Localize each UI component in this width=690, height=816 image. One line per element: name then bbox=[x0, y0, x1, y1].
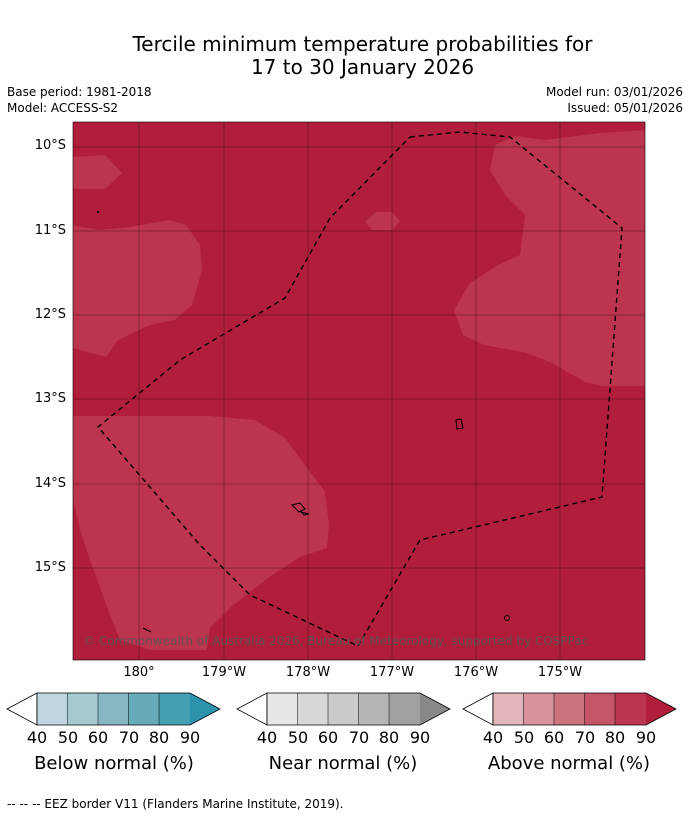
island-1 bbox=[455, 418, 464, 430]
island-6 bbox=[96, 210, 100, 214]
copyright-text: © Commonwealth of Australia 2026, Bureau… bbox=[83, 634, 588, 648]
map-70-80-regions bbox=[73, 130, 645, 650]
cbar-below-seg-50 bbox=[67, 693, 98, 725]
cbar-near-under-arrow bbox=[236, 692, 268, 726]
cbar-near-seg-50 bbox=[297, 693, 328, 725]
cbar-above-seg-40 bbox=[493, 693, 524, 725]
cbar-below-tick-40: 40 bbox=[26, 728, 48, 747]
model-run: Model run: 03/01/2026 bbox=[545, 85, 683, 99]
cbar-below-tick-60: 60 bbox=[87, 728, 109, 747]
lat-label-15s: 15°S bbox=[34, 560, 66, 575]
cbar-above-tick-80: 80 bbox=[604, 728, 626, 747]
cbar-below-over-arrow bbox=[190, 693, 220, 725]
cbar-below-seg-70 bbox=[128, 693, 159, 725]
eez-footnote: -- -- -- EEZ border V11 (Flanders Marine… bbox=[7, 797, 344, 811]
island-2 bbox=[291, 502, 306, 513]
cbar-below-seg-80 bbox=[159, 693, 190, 725]
region-north-islet bbox=[365, 212, 400, 230]
lon-label-178w: 178°W bbox=[285, 665, 331, 680]
cbar-near-tick-90: 90 bbox=[409, 728, 431, 747]
region-west-top bbox=[73, 155, 122, 189]
cbar-below-seg-40 bbox=[37, 693, 68, 725]
cbar-near-tick-70: 70 bbox=[348, 728, 370, 747]
cbar-near-tick-40: 40 bbox=[256, 728, 278, 747]
cbar-above-tick-60: 60 bbox=[543, 728, 565, 747]
lat-label-10s: 10°S bbox=[34, 138, 66, 153]
lat-label-14s: 14°S bbox=[34, 476, 66, 491]
chart-title-line-2: 17 to 30 January 2026 bbox=[250, 55, 475, 79]
probability-map: © Commonwealth of Australia 2026, Bureau… bbox=[72, 121, 646, 661]
cbar-near-seg-70 bbox=[358, 693, 389, 725]
cbar-near-seg-80 bbox=[389, 693, 420, 725]
cbar-near-over-arrow bbox=[420, 693, 450, 725]
colorbar-below-normal bbox=[6, 692, 221, 726]
cbar-below-tick-80: 80 bbox=[148, 728, 170, 747]
cbar-above-tick-50: 50 bbox=[513, 728, 535, 747]
cbar-near-label: Near normal (%) bbox=[268, 753, 418, 774]
cbar-above-seg-70 bbox=[584, 693, 615, 725]
cbar-below-tick-50: 50 bbox=[57, 728, 79, 747]
eez-border bbox=[96, 131, 623, 647]
cbar-above-under-arrow bbox=[462, 692, 494, 726]
lon-label-176w: 176°W bbox=[453, 665, 499, 680]
region-west-mid bbox=[73, 220, 202, 357]
cbar-near-tick-50: 50 bbox=[287, 728, 309, 747]
cbar-near-tick-80: 80 bbox=[378, 728, 400, 747]
map-frame bbox=[72, 121, 646, 661]
cbar-below-outline bbox=[36, 692, 221, 726]
cbar-near-tick-60: 60 bbox=[317, 728, 339, 747]
cbar-near-outline bbox=[266, 692, 451, 726]
lon-label-180: 180° bbox=[123, 665, 155, 680]
cbar-above-seg-60 bbox=[554, 693, 585, 725]
lon-label-177w: 177°W bbox=[369, 665, 415, 680]
cbar-above-tick-70: 70 bbox=[574, 728, 596, 747]
lat-label-12s: 12°S bbox=[34, 307, 66, 322]
cbar-above-label: Above normal (%) bbox=[487, 753, 651, 774]
colorbar-above-normal bbox=[462, 692, 677, 726]
region-southwest bbox=[73, 416, 329, 650]
cbar-below-under-arrow bbox=[6, 692, 38, 726]
graticule bbox=[73, 122, 645, 660]
region-east bbox=[454, 130, 645, 386]
islands bbox=[96, 210, 510, 633]
island-5 bbox=[142, 627, 152, 633]
cbar-near-seg-60 bbox=[328, 693, 359, 725]
island-4 bbox=[504, 615, 510, 621]
cbar-above-tick-40: 40 bbox=[482, 728, 504, 747]
cbar-above-outline bbox=[492, 692, 677, 726]
cbar-below-tick-90: 90 bbox=[179, 728, 201, 747]
lon-label-175w: 175°W bbox=[537, 665, 583, 680]
cbar-above-seg-50 bbox=[523, 693, 554, 725]
colorbar-near-normal bbox=[236, 692, 451, 726]
island-3 bbox=[299, 511, 310, 516]
cbar-near-seg-40 bbox=[267, 693, 298, 725]
chart-title-line-1: Tercile minimum temperature probabilitie… bbox=[132, 32, 593, 56]
cbar-above-over-arrow bbox=[646, 693, 676, 725]
cbar-above-tick-90: 90 bbox=[635, 728, 657, 747]
cbar-below-tick-70: 70 bbox=[118, 728, 140, 747]
lon-label-179w: 179°W bbox=[201, 665, 247, 680]
cbar-above-seg-80 bbox=[615, 693, 646, 725]
model-name: Model: ACCESS-S2 bbox=[7, 101, 119, 115]
cbar-below-label: Below normal (%) bbox=[34, 753, 194, 774]
lat-label-11s: 11°S bbox=[34, 223, 66, 238]
cbar-below-seg-60 bbox=[98, 693, 129, 725]
base-period: Base period: 1981-2018 bbox=[7, 85, 152, 99]
lat-label-13s: 13°S bbox=[34, 391, 66, 406]
issued-date: Issued: 05/01/2026 bbox=[567, 101, 683, 115]
